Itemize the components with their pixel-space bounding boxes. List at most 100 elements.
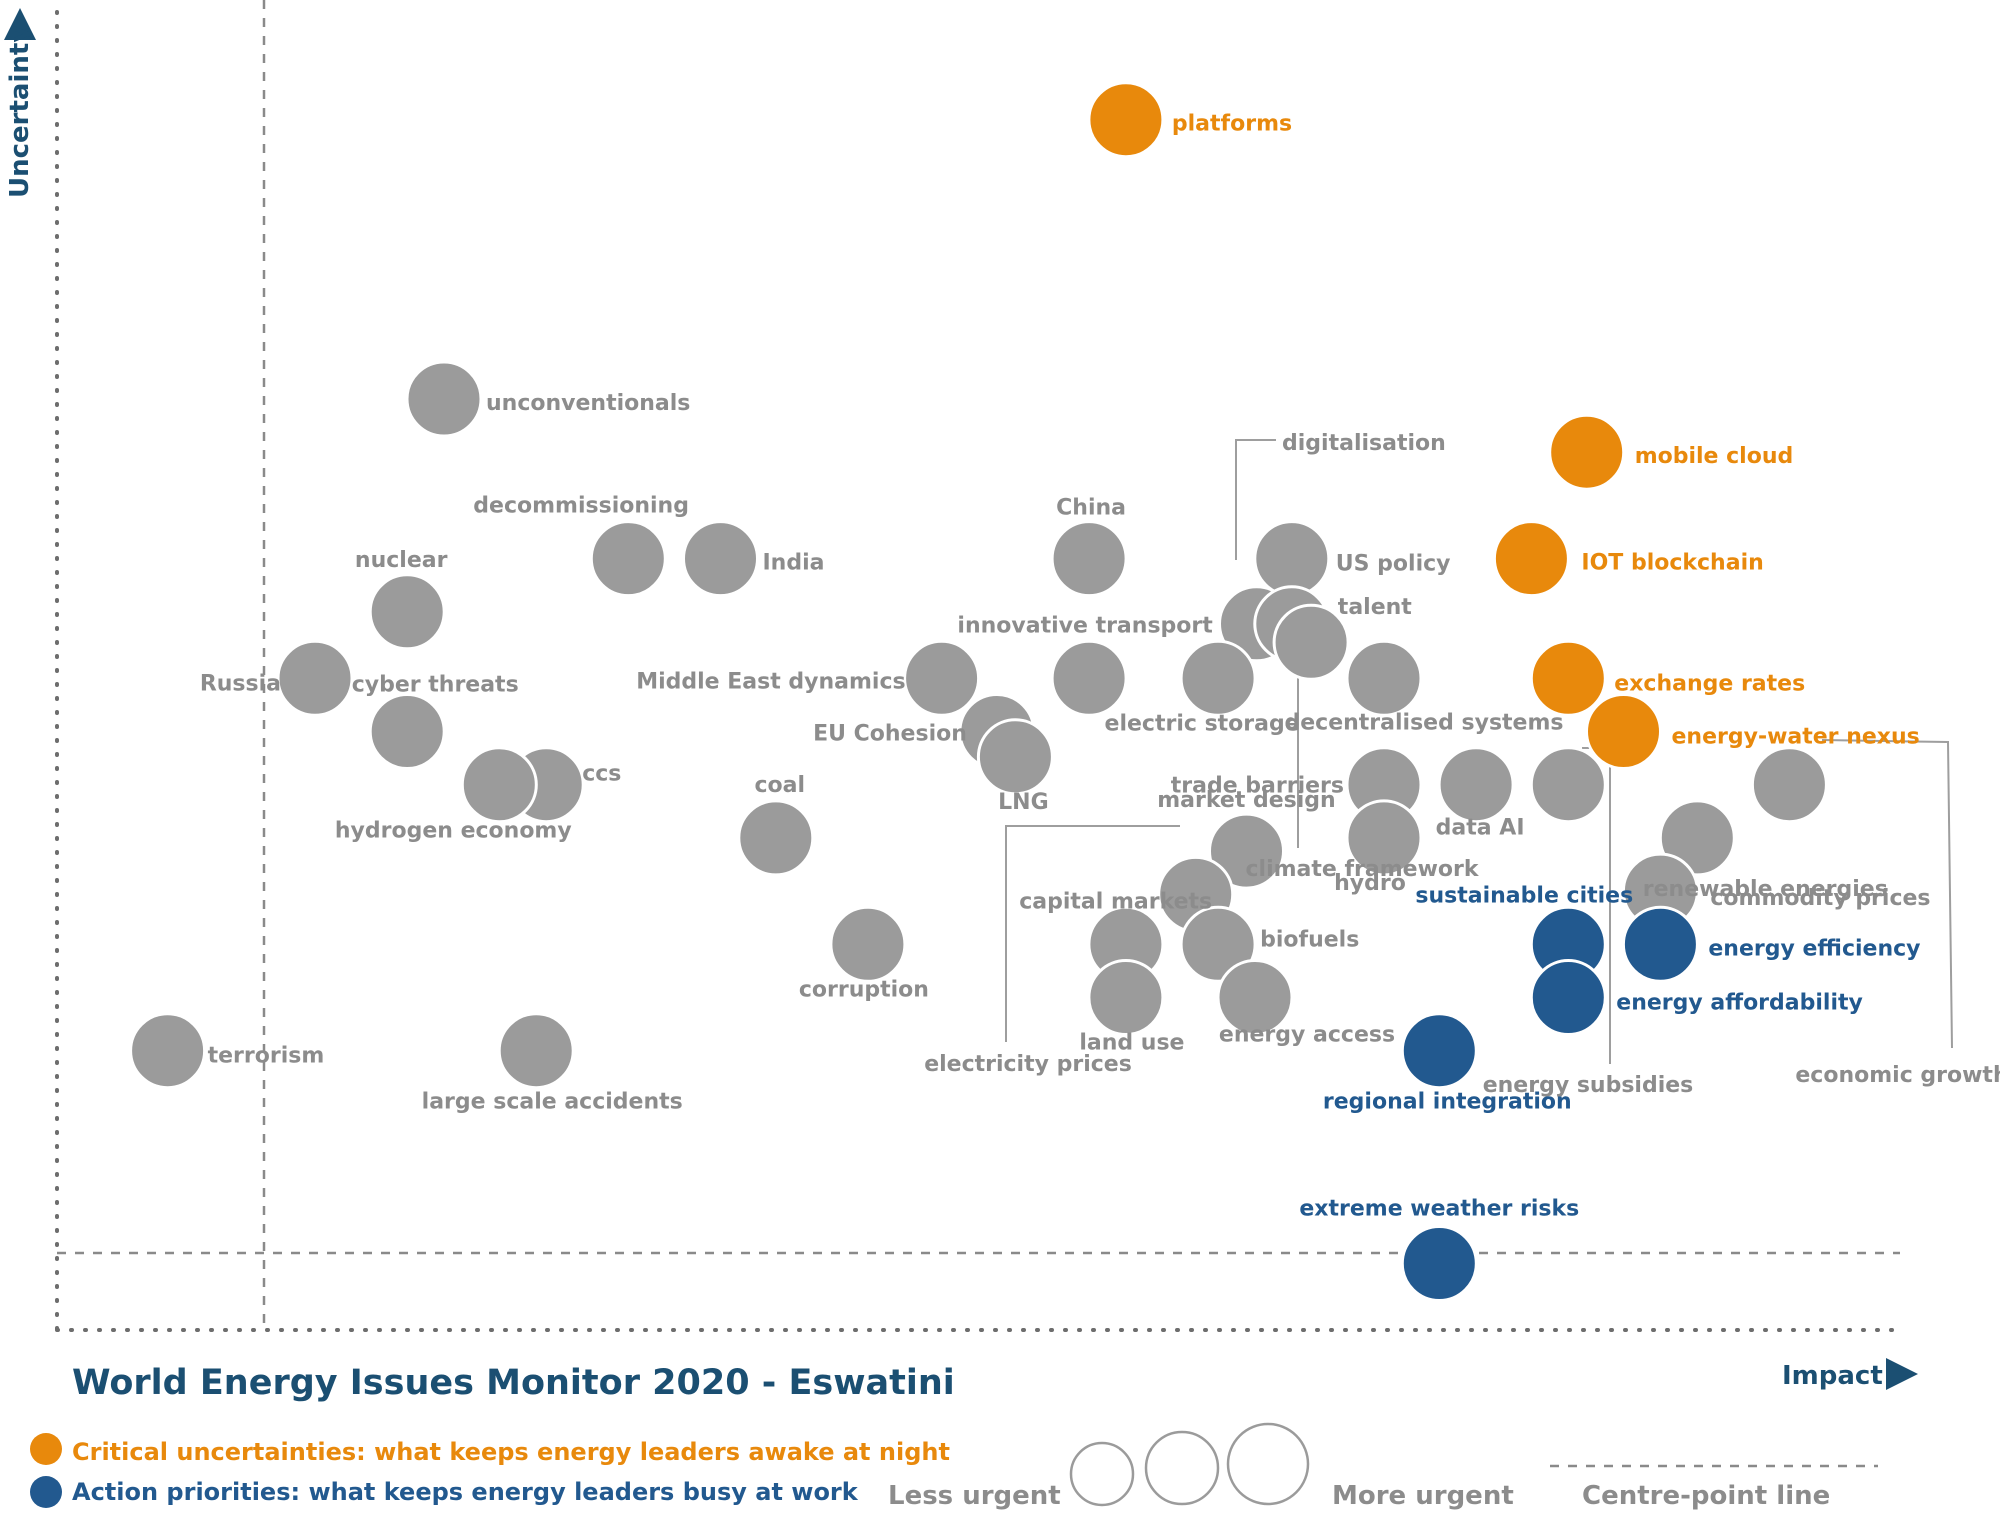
label-energy-subsidies: energy subsidies (1483, 1073, 1694, 1098)
label-us-policy: US policy (1336, 552, 1451, 577)
legend-size-large (1226, 1422, 1310, 1506)
legend-size-medium (1144, 1430, 1220, 1506)
label-nuclear: nuclear (355, 548, 448, 573)
label-capital-markets: capital markets (1019, 889, 1212, 914)
point-large-scale-accidents (497, 1012, 575, 1090)
label-decentralised-systems: decentralised systems (1285, 710, 1564, 735)
legend-less-urgent: Less urgent (888, 1481, 1061, 1511)
point-land-use (1087, 959, 1165, 1036)
legend-centre-line-label: Centre-point line (1582, 1481, 1830, 1511)
label-energy-efficiency: energy efficiency (1708, 936, 1920, 961)
data-labels: platforms unconventionals digitalisation mo… (200, 112, 2000, 1222)
point-middle-east-dynamics (903, 639, 981, 717)
label-platforms: platforms (1172, 112, 1292, 137)
label-talent: talent (1338, 595, 1412, 620)
legend: Critical uncertainties: what keeps energ… (30, 1422, 1878, 1511)
point-hydro (1345, 799, 1423, 877)
leader-line-digitalisation (1235, 439, 1276, 560)
label-digitalisation: digitalisation (1282, 431, 1446, 456)
legend-action-dot (30, 1476, 62, 1508)
label-electricity-prices: electricity prices (924, 1052, 1132, 1077)
label-cyber-threats: cyber threats (352, 673, 519, 698)
label-corruption: corruption (799, 977, 929, 1002)
point-energy-affordability (1529, 959, 1607, 1036)
point-nuclear (368, 573, 446, 651)
label-energy-access: energy access (1219, 1023, 1395, 1048)
point-iot-blockchain (1492, 520, 1570, 598)
label-mobile-cloud: mobile cloud (1635, 444, 1794, 469)
point-electric-storage (1179, 639, 1257, 717)
point-us-policy (1253, 520, 1331, 598)
label-renewable-energies: renewable energies (1643, 877, 1888, 902)
point-lng (976, 718, 1054, 796)
point-terrorism (129, 1012, 207, 1090)
x-axis-label: Impact (1782, 1361, 1883, 1391)
label-decommissioning: decommissioning (473, 494, 689, 519)
label-extreme-weather-risks: extreme weather risks (1299, 1197, 1579, 1222)
point-energy-efficiency (1621, 905, 1699, 983)
label-large-scale-accidents: large scale accidents (422, 1090, 683, 1115)
axes: Uncertainty Impact (4, 0, 1918, 1391)
point-climate-framework (1272, 603, 1350, 681)
label-coal: coal (755, 773, 806, 798)
label-russia: Russia (200, 671, 281, 696)
label-ccs: ccs (582, 762, 621, 787)
point-india (682, 520, 759, 598)
data-points (129, 81, 1828, 1302)
point-extreme-weather-risks (1400, 1225, 1478, 1302)
point-exchange-rates (1529, 639, 1607, 717)
label-energy-water-nexus: energy-water nexus (1672, 725, 1920, 750)
label-eu-cohesion: EU Cohesion (813, 722, 967, 747)
label-innovative-transport: innovative transport (957, 613, 1213, 638)
label-climate-framework: climate framework (1245, 857, 1479, 882)
label-middle-east-dynamics: Middle East dynamics (636, 669, 905, 694)
label-hydro: hydro (1334, 871, 1406, 896)
label-lng: LNG (998, 790, 1049, 815)
point-data-ai (1437, 746, 1515, 824)
label-china: China (1056, 496, 1126, 521)
label-land-use: land use (1079, 1031, 1184, 1056)
point-corruption (829, 905, 907, 983)
leader-line-electricity-prices (1005, 825, 1180, 1042)
point-hydrogen-economy (460, 746, 538, 824)
label-india: India (763, 551, 825, 576)
point-unconventionals (405, 360, 483, 438)
point-decommissioning (589, 520, 667, 598)
leader-line-economic-growth (1821, 739, 1953, 1049)
legend-critical-dot (30, 1433, 62, 1465)
label-unconventionals: unconventionals (486, 391, 690, 416)
label-market-design: market design (1157, 788, 1335, 813)
point-energy-subsidies (1529, 746, 1607, 824)
label-iot-blockchain: IOT blockchain (1581, 551, 1763, 576)
chart-title: World Energy Issues Monitor 2020 - Eswat… (72, 1363, 955, 1403)
point-biofuels (1179, 905, 1257, 983)
label-commodity-prices: commodity prices (1710, 886, 1930, 911)
y-axis-label: Uncertainty (5, 26, 35, 198)
label-terrorism: terrorism (208, 1044, 325, 1069)
x-axis-arrow-icon (1886, 1358, 1918, 1390)
point-market-design (1208, 812, 1285, 890)
point-regional-integration (1400, 1012, 1478, 1090)
legend-critical-label: Critical uncertainties: what keeps energ… (72, 1438, 950, 1466)
point-china (1050, 520, 1128, 598)
point-decentralised-systems (1345, 639, 1423, 717)
label-economic-growth: economic growth (1795, 1063, 2000, 1088)
y-axis-arrow-icon (4, 8, 36, 40)
label-hydrogen-economy: hydrogen economy (335, 819, 572, 844)
point-platforms (1087, 81, 1165, 159)
label-trade-barriers: trade barriers (1171, 774, 1344, 799)
label-data-ai: data AI (1436, 816, 1525, 841)
point-cyber-threats (368, 693, 446, 770)
label-energy-affordability: energy affordability (1616, 991, 1863, 1016)
point-economic-growth (1750, 746, 1828, 824)
label-exchange-rates: exchange rates (1614, 671, 1805, 696)
label-regional-integration: regional integration (1323, 1090, 1572, 1115)
point-mobile-cloud (1548, 413, 1626, 491)
point-russia (276, 639, 354, 717)
label-sustainable-cities: sustainable cities (1415, 883, 1633, 908)
label-electric-storage: electric storage (1105, 711, 1300, 736)
point-energy-water-nexus (1585, 693, 1662, 770)
label-biofuels: biofuels (1260, 927, 1359, 952)
point-renewable-energies (1658, 799, 1736, 877)
